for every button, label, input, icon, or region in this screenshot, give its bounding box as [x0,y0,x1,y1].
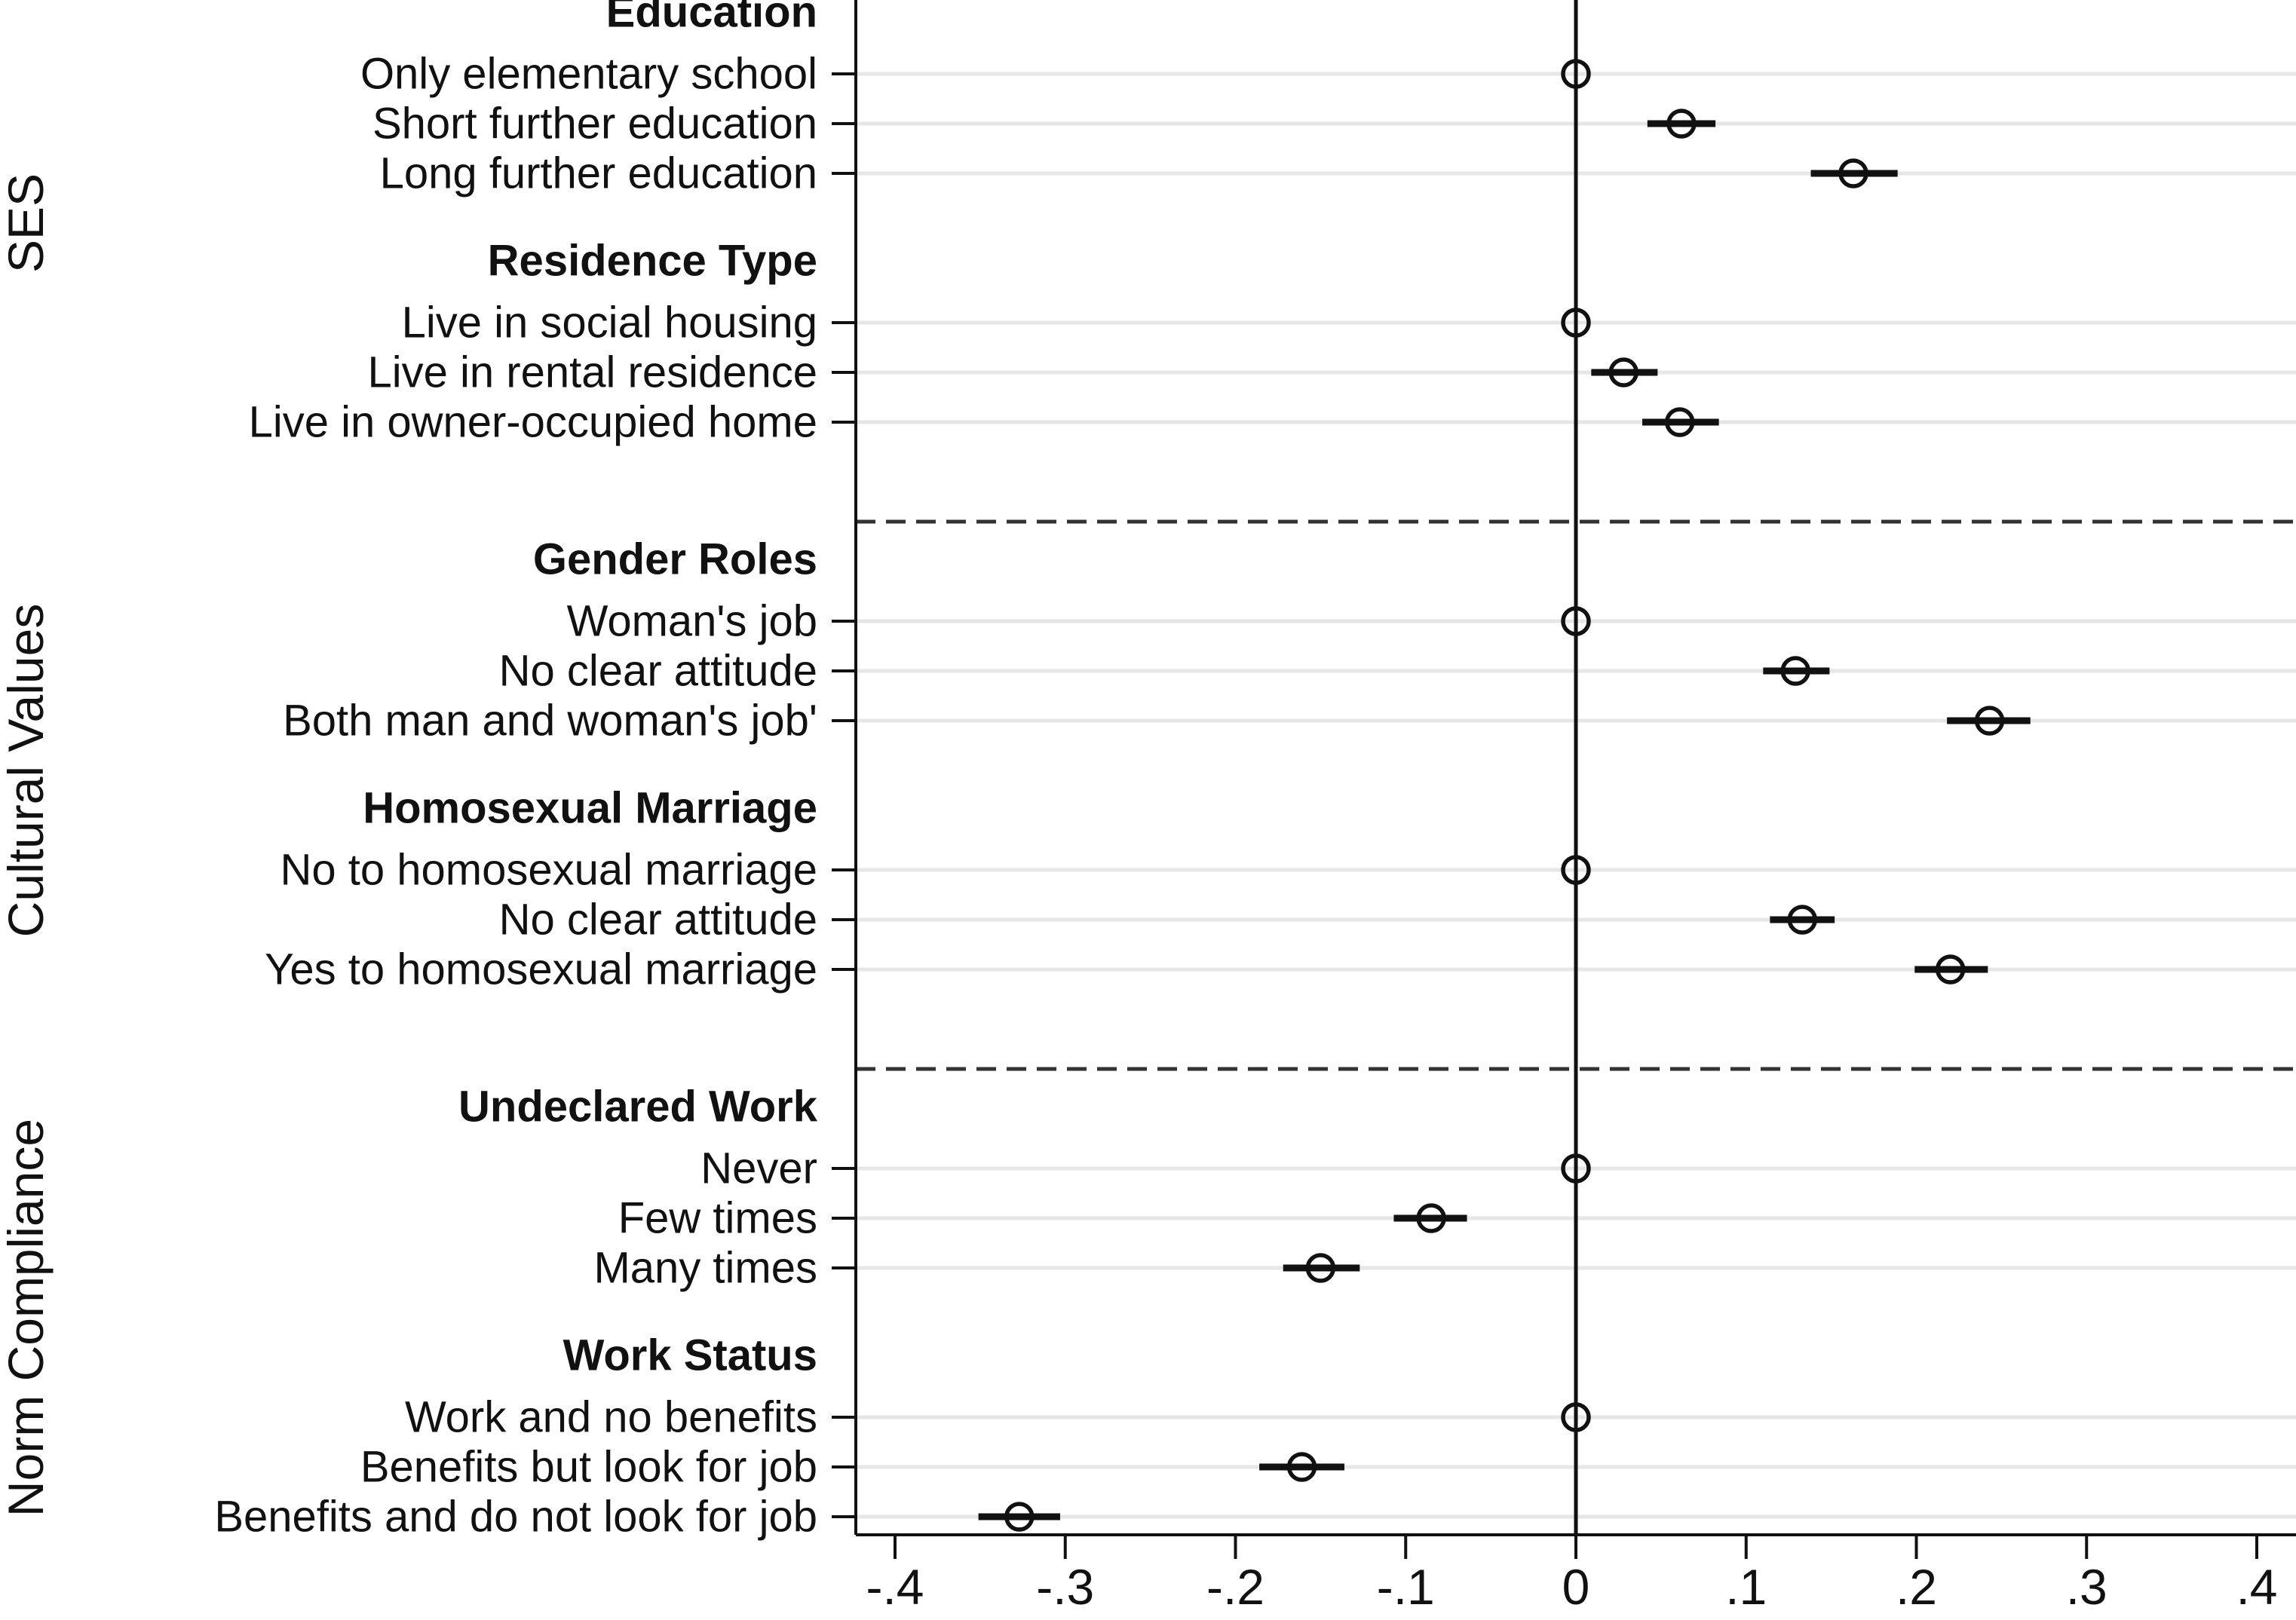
row-label: Only elementary school [360,50,817,99]
x-tick-label: -.1 [1377,1559,1435,1615]
row-label: No to homosexual marriage [280,846,817,895]
x-axis: -.4 -.3 -.2 -.1 0 .1 .2 .3 .4 [832,0,2296,1615]
group-heading: Gender Roles [533,535,817,584]
row-label: Never [700,1144,817,1193]
estimate-point [1974,706,2005,736]
estimate-point [1666,109,1697,139]
estimate-point [1561,308,1591,338]
estimates [978,59,2031,1532]
estimate-point [1561,59,1591,89]
estimate-point [1838,158,1868,188]
estimate-point [1305,1253,1336,1283]
row-label: Benefits but look for job [360,1443,817,1492]
section-label: Norm Compliance [0,1119,54,1517]
row-label: Long further education [380,149,817,198]
estimate-point [1664,407,1695,437]
section-labels: SES Cultural Values Norm Compliance [0,173,54,1517]
estimate-point [1004,1502,1035,1532]
row-label: Live in rental residence [368,348,817,397]
row-label: Few times [618,1194,817,1243]
x-tick-label: .3 [2066,1559,2107,1615]
row-label: Woman's job [567,597,817,646]
row-label: Live in owner-occupied home [249,398,817,447]
group-heading: Residence Type [488,237,817,286]
estimate-point [1561,1153,1591,1184]
group-heading: Undeclared Work [458,1083,818,1132]
row-label: Many times [593,1244,817,1293]
section-label: Cultural Values [0,604,54,938]
row-label: Yes to homosexual marriage [265,945,817,994]
estimate-point [1787,905,1817,935]
x-tick-label: .4 [2236,1559,2277,1615]
row-label: Short further education [372,100,817,149]
estimate-point [1416,1203,1446,1233]
x-tick-label: -.4 [866,1559,924,1615]
estimate-point [1286,1452,1317,1482]
x-tick-label: -.3 [1036,1559,1094,1615]
row-label: Both man and woman's job' [283,697,817,746]
estimate-point [1608,357,1638,387]
x-tick-label: -.2 [1206,1559,1264,1615]
group-heading: Education [606,0,817,37]
row-label: Live in social housing [402,299,817,348]
estimate-point [1780,656,1810,686]
row-label: No clear attitude [499,647,817,696]
group-heading: Homosexual Marriage [363,784,817,833]
x-tick-label: 0 [1562,1559,1590,1615]
row-label: Benefits and do not look for job [214,1493,817,1542]
section-label: SES [0,173,54,273]
estimate-point [1561,1402,1591,1432]
estimate-point [1561,606,1591,636]
estimate-point [1561,855,1591,885]
x-tick-label: .2 [1896,1559,1937,1615]
estimate-point [1935,954,1966,985]
row-label: No clear attitude [499,896,817,945]
x-tick-label: .1 [1725,1559,1767,1615]
group-heading: Work Status [563,1331,817,1380]
row-label: Work and no benefits [405,1393,817,1442]
